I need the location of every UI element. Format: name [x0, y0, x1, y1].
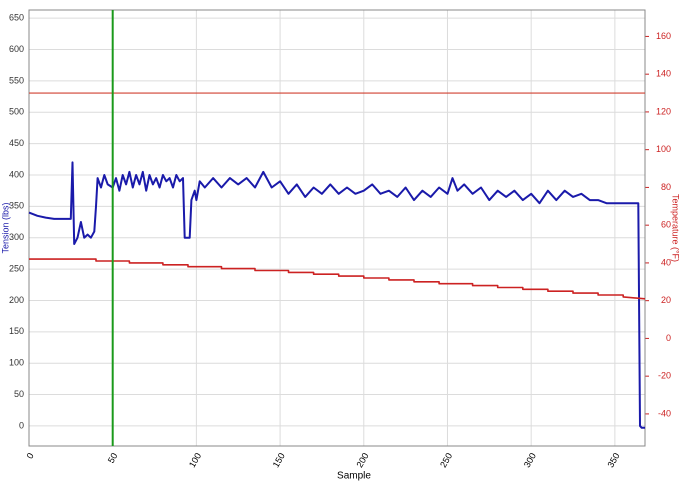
y-tick-label: 150: [9, 326, 24, 336]
series-line: [29, 258, 646, 300]
y-tick-label: 650: [9, 13, 24, 23]
x-tick-label: 50: [106, 451, 120, 465]
y2-tick-label: -20: [658, 371, 671, 381]
y2-tick-label: 120: [656, 106, 671, 116]
y-tick-label: 550: [9, 75, 24, 85]
y2-tick-label: 20: [661, 295, 671, 305]
y-tick-label: 200: [9, 295, 24, 305]
y2-tick-label: 100: [656, 144, 671, 154]
y2-tick-label: -40: [658, 408, 671, 418]
x-tick-label: 300: [522, 451, 538, 469]
x-tick-label: 250: [438, 451, 454, 469]
x-axis-label: Sample: [337, 471, 371, 482]
y-tick-label: 450: [9, 138, 24, 148]
y-tick-label: 0: [19, 420, 24, 430]
x-tick-label: 200: [354, 451, 370, 469]
series-line: [28, 161, 645, 429]
plot-frame: [28, 9, 646, 447]
y-tick-label: 250: [9, 263, 24, 273]
y-tick-label: 600: [9, 44, 24, 54]
x-tick-label: 0: [25, 451, 36, 460]
y2-tick-label: 60: [661, 220, 671, 230]
y-tick-label: 500: [9, 107, 24, 117]
x-tick-label: 350: [605, 451, 621, 469]
y2-tick-label: 40: [661, 257, 671, 267]
x-tick-label: 100: [187, 451, 203, 469]
y-tick-label: 100: [9, 358, 24, 368]
y-tick-label: 50: [14, 389, 24, 399]
y2-tick-label: 160: [656, 31, 671, 41]
y-tick-label: 300: [9, 232, 24, 242]
y-tick-label: 350: [9, 201, 24, 211]
y2-axis-label: Temperature (°F): [671, 194, 681, 262]
y-tick-label: 400: [9, 169, 24, 179]
y2-tick-label: 140: [656, 69, 671, 79]
y2-tick-label: 80: [661, 182, 671, 192]
y2-tick-label: 0: [666, 333, 671, 343]
y-axis-label: Tension (lbs): [0, 202, 10, 253]
x-tick-label: 150: [271, 451, 287, 469]
